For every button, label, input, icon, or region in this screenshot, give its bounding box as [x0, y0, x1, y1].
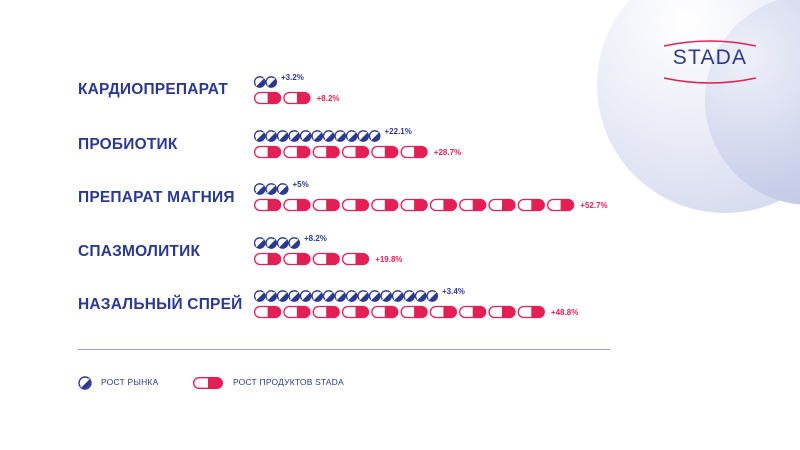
stada-logo-swoosh — [663, 40, 757, 84]
market-growth-label: +22.1% — [385, 127, 412, 136]
market-pill-mark — [299, 290, 312, 302]
market-pill-mark — [265, 183, 278, 195]
market-growth-label: +3.4% — [442, 287, 465, 296]
capsule-icon — [193, 377, 223, 389]
stada-capsule-mark — [341, 145, 370, 159]
stada-capsule-mark — [546, 198, 575, 212]
stada-capsule-mark — [488, 198, 516, 212]
legend-label: РОСТ РЫНКА — [101, 377, 159, 387]
market-pill-mark — [322, 130, 335, 142]
category-label: ПРЕПАРАТ МАГНИЯ — [78, 189, 235, 206]
market-pill-mark — [276, 130, 289, 142]
market-pill-mark — [288, 290, 301, 302]
market-pill-mark — [288, 130, 301, 142]
stada-capsule-mark — [253, 305, 282, 319]
stada-capsule-mark — [312, 198, 340, 212]
stada-capsule-mark — [312, 305, 340, 319]
stada-capsule-mark — [283, 198, 311, 212]
stada-growth-label: +28.7% — [434, 148, 461, 157]
market-pill-mark — [368, 290, 381, 302]
market-pill-mark — [380, 290, 393, 302]
pill-round-icon — [78, 376, 92, 390]
market-pill-mark — [299, 130, 312, 142]
legend-item-stada: РОСТ ПРОДУКТОВ STADA — [193, 376, 363, 390]
stada-capsule-mark — [253, 91, 282, 105]
stada-capsule-mark — [429, 198, 458, 212]
stada-capsule-mark — [283, 91, 311, 105]
stada-capsule-mark — [341, 252, 370, 266]
legend-label: РОСТ ПРОДУКТОВ STADA — [233, 377, 344, 387]
market-pill-mark — [253, 290, 266, 302]
stada-growth-label: +52.7% — [580, 201, 607, 210]
market-pill-mark — [276, 290, 289, 302]
stada-capsule-mark — [429, 305, 458, 319]
market-pill-mark — [276, 237, 289, 249]
stada-growth-label: +8.2% — [317, 94, 340, 103]
stada-capsule-mark — [341, 198, 370, 212]
legend-item-market: РОСТ РЫНКА — [78, 376, 188, 390]
category-label: НАЗАЛЬНЫЙ СПРЕЙ — [78, 296, 243, 313]
stada-growth-label: +48.8% — [551, 308, 578, 317]
market-pill-mark — [391, 290, 404, 302]
stada-capsule-mark — [253, 252, 282, 266]
market-pill-mark — [357, 290, 370, 302]
market-pill-mark — [288, 237, 301, 249]
stada-logo-text: STADA — [672, 46, 748, 69]
market-pill-mark — [403, 290, 416, 302]
market-pill-mark — [265, 290, 278, 302]
category-label: ПРОБИОТИК — [78, 136, 178, 153]
market-pill-mark — [253, 130, 266, 142]
market-pill-mark — [276, 183, 289, 195]
stada-capsule-mark — [312, 145, 340, 159]
stada-capsule-mark — [283, 305, 311, 319]
stada-growth-label: +19.8% — [375, 255, 402, 264]
market-pill-mark — [253, 76, 266, 88]
market-pill-mark — [334, 130, 347, 142]
stada-capsule-mark — [253, 198, 282, 212]
market-pill-mark — [265, 130, 278, 142]
market-pill-mark — [253, 183, 266, 195]
market-pill-mark — [426, 290, 439, 302]
stada-capsule-mark — [400, 305, 428, 319]
stada-capsule-mark — [400, 145, 428, 159]
market-pill-mark — [253, 237, 266, 249]
market-pill-mark — [311, 130, 324, 142]
market-growth-label: +8.2% — [304, 234, 327, 243]
stada-capsule-mark — [459, 305, 487, 319]
category-label: КАРДИОПРЕПАРАТ — [78, 81, 229, 98]
stada-capsule-mark — [400, 198, 428, 212]
market-growth-label: +3.2% — [281, 73, 304, 82]
market-pill-mark — [322, 290, 335, 302]
market-pill-mark — [368, 130, 381, 142]
category-label: СПАЗМОЛИТИК — [78, 243, 201, 260]
stada-capsule-mark — [283, 145, 311, 159]
stada-capsule-mark — [283, 252, 311, 266]
stada-capsule-mark — [371, 198, 399, 212]
stada-capsule-mark — [488, 305, 516, 319]
market-pill-mark — [414, 290, 427, 302]
market-pill-mark — [334, 290, 347, 302]
stada-capsule-mark — [371, 305, 399, 319]
market-growth-label: +5% — [293, 180, 309, 189]
stada-logo: STADA — [658, 38, 762, 86]
market-pill-mark — [265, 237, 278, 249]
stada-capsule-mark — [341, 305, 370, 319]
market-pill-mark — [345, 290, 358, 302]
market-pill-mark — [265, 76, 278, 88]
stada-capsule-mark — [371, 145, 399, 159]
stada-capsule-mark — [312, 252, 340, 266]
market-pill-mark — [357, 130, 370, 142]
stada-capsule-mark — [517, 305, 545, 319]
market-pill-mark — [345, 130, 358, 142]
stada-capsule-mark — [459, 198, 487, 212]
stada-capsule-mark — [517, 198, 545, 212]
divider-line — [78, 349, 610, 350]
deco-circle-small — [705, 0, 800, 205]
stada-capsule-mark — [253, 145, 282, 159]
market-pill-mark — [311, 290, 324, 302]
